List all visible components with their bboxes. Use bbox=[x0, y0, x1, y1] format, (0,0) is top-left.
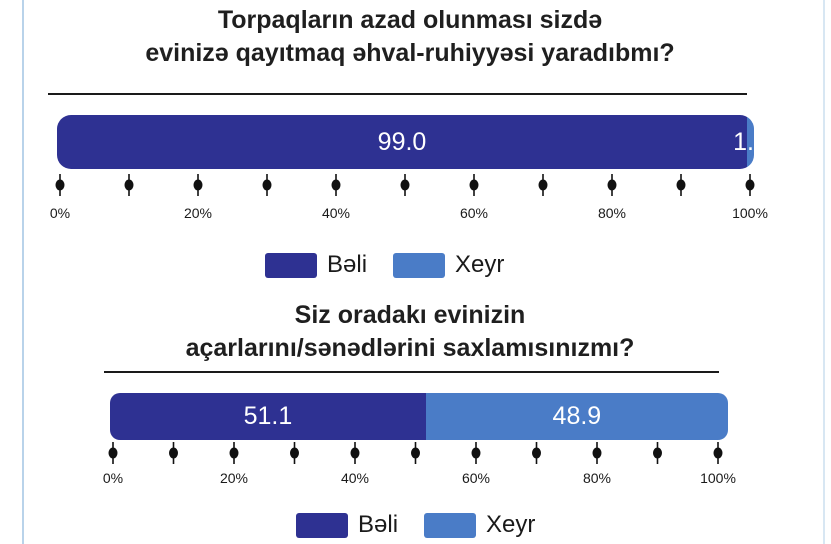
chart-1-x-tick-marker-30 bbox=[262, 179, 272, 191]
chart-2-data-label-beli: 51.1 bbox=[243, 402, 293, 430]
chart-2-legend-label-beli: Bəli bbox=[358, 511, 399, 538]
chart-1-x-tick-label-100: 100% bbox=[732, 205, 768, 221]
chart-2-x-tick-marker-100 bbox=[713, 447, 723, 459]
chart-2-legend-swatch-beli bbox=[296, 512, 348, 538]
chart-1-x-tick-marker-10 bbox=[124, 179, 134, 191]
chart-1-x-tick-label-40: 40% bbox=[321, 205, 351, 221]
chart-2-x-tick-label-40: 40% bbox=[340, 470, 370, 486]
chart-1-legend-item-xeyr: Xeyr bbox=[393, 251, 504, 279]
chart-2-data-label-xeyr: 48.9 bbox=[552, 402, 602, 430]
chart-2-x-tick-marker-10 bbox=[169, 447, 178, 459]
chart-1-x-tick-marker-50 bbox=[400, 179, 410, 191]
chart-1-legend-swatch-xeyr bbox=[393, 252, 446, 278]
chart-2-title: Siz oradakı evinizin açarlarını/sənədlər… bbox=[40, 299, 780, 365]
chart-1-x-tick-label-80: 80% bbox=[597, 205, 627, 221]
chart-1-data-label-beli: 99.0 bbox=[377, 127, 427, 156]
chart-2-legend-item-beli: Bəli bbox=[296, 511, 398, 539]
chart-1-bar-segment-beli: 99.0 bbox=[57, 115, 748, 169]
chart-2-legend-label-xeyr: Xeyr bbox=[486, 511, 536, 538]
chart-2-x-tick-label-20: 20% bbox=[219, 470, 249, 486]
chart-2-title-line-2: açarlarını/sənədlərini saxlamısınızmı? bbox=[185, 334, 635, 362]
chart-2-x-tick-label-0: 0% bbox=[102, 470, 124, 486]
chart-1-x-tick-marker-80 bbox=[607, 179, 617, 191]
chart-1-bar-segment-xeyr: 1.0 bbox=[733, 115, 754, 169]
decorative-edge-line-right bbox=[823, 0, 825, 544]
chart-1-x-tick-marker-100 bbox=[745, 179, 755, 191]
chart-1-x-tick-marker-90 bbox=[676, 179, 686, 191]
chart-2-x-tick-marker-30 bbox=[290, 447, 299, 459]
chart-2-bar: 51.1 48.9 bbox=[110, 393, 728, 440]
chart-1-x-tick-marker-0 bbox=[55, 179, 65, 191]
chart-1-x-tick-marker-60 bbox=[469, 179, 479, 191]
chart-2-x-tick-marker-60 bbox=[471, 447, 481, 459]
chart-1-x-tick-label-0: 0% bbox=[49, 205, 71, 221]
chart-1-legend: Bəli Xeyr bbox=[265, 251, 530, 279]
chart-2-legend: Bəli Xeyr bbox=[296, 511, 561, 539]
chart-2-bar-segment-xeyr: 48.9 bbox=[425, 393, 728, 440]
chart-2-x-tick-marker-40 bbox=[350, 447, 360, 459]
chart-2-title-rule bbox=[104, 371, 719, 373]
chart-2-x-tick-marker-90 bbox=[653, 447, 662, 459]
chart-1-title-line-1: Torpaqların azad olunması sizdə bbox=[217, 6, 603, 34]
chart-1-legend-label-xeyr: Xeyr bbox=[455, 251, 505, 278]
chart-1-title: Torpaqların azad olunması sizdə evinizə … bbox=[40, 4, 780, 70]
decorative-edge-line-left bbox=[22, 0, 24, 544]
chart-1-x-tick-marker-70 bbox=[538, 179, 548, 191]
chart-1-legend-item-beli: Bəli bbox=[265, 251, 367, 279]
chart-2-legend-swatch-xeyr bbox=[424, 512, 477, 538]
chart-1-x-tick-marker-40 bbox=[331, 179, 341, 191]
chart-1-bar: 99.0 1.0 bbox=[57, 115, 754, 169]
chart-2-x-tick-marker-0 bbox=[108, 447, 118, 459]
chart-1-x-tick-label-60: 60% bbox=[459, 205, 489, 221]
chart-2-x-tick-marker-70 bbox=[532, 447, 541, 459]
chart-2-title-line-1: Siz oradakı evinizin bbox=[294, 301, 526, 329]
chart-1-x-tick-label-20: 20% bbox=[183, 205, 213, 221]
chart-2-x-tick-label-80: 80% bbox=[582, 470, 612, 486]
chart-2-x-tick-marker-50 bbox=[411, 447, 420, 459]
chart-2-x-tick-marker-80 bbox=[592, 447, 602, 459]
chart-1-x-tick-marker-20 bbox=[193, 179, 203, 191]
chart-1-data-label-xeyr: 1.0 bbox=[733, 127, 754, 156]
chart-2-bar-segment-beli: 51.1 bbox=[110, 393, 426, 440]
chart-1-title-rule bbox=[48, 93, 747, 95]
chart-1-title-line-2: evinizə qayıtmaq əhval-ruhiyyəsi yaradıb… bbox=[145, 39, 675, 67]
chart-1-legend-swatch-beli bbox=[265, 252, 317, 278]
chart-2-x-tick-label-100: 100% bbox=[700, 470, 736, 486]
chart-1-legend-label-beli: Bəli bbox=[327, 251, 368, 278]
chart-2-legend-item-xeyr: Xeyr bbox=[424, 511, 535, 539]
chart-2-x-tick-label-60: 60% bbox=[461, 470, 491, 486]
chart-2-x-tick-marker-20 bbox=[229, 447, 239, 459]
